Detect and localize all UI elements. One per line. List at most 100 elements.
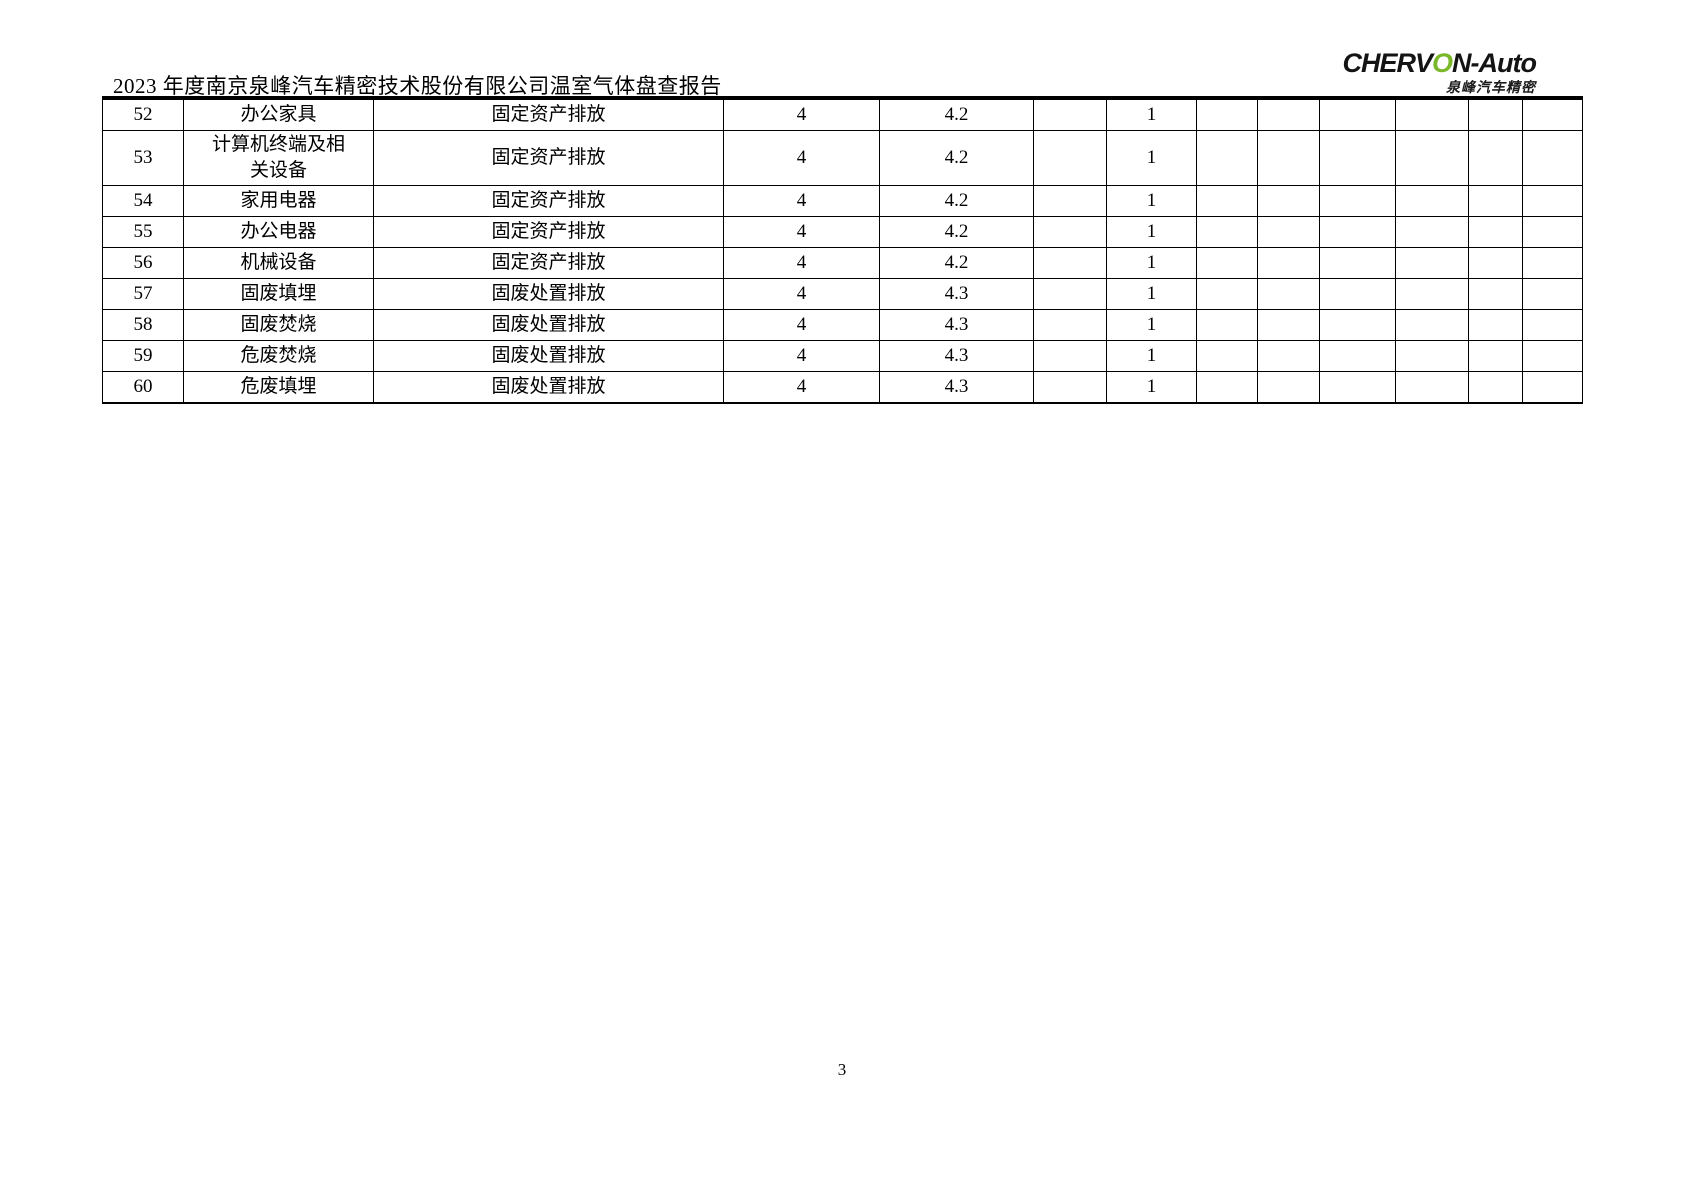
cell-value-c: 1	[1106, 340, 1197, 372]
cell-empty	[1196, 216, 1258, 248]
cell-empty	[1196, 340, 1258, 372]
table-row: 52 办公家具 固定资产排放 4 4.2 1	[102, 97, 1583, 131]
cell-empty	[1522, 278, 1583, 310]
cell-empty	[1257, 247, 1320, 279]
cell-category: 固废处置排放	[373, 371, 724, 404]
cell-empty	[1522, 247, 1583, 279]
cell-empty	[1257, 216, 1320, 248]
cell-empty	[1468, 278, 1523, 310]
cell-value-c: 1	[1106, 130, 1197, 186]
table-row: 59 危废焚烧 固废处置排放 4 4.3 1	[102, 340, 1583, 372]
cell-value-b: 4.2	[879, 247, 1034, 279]
table-row: 55 办公电器 固定资产排放 4 4.2 1	[102, 216, 1583, 248]
cell-empty	[1196, 278, 1258, 310]
cell-row-number: 57	[102, 278, 184, 310]
cell-empty	[1319, 247, 1396, 279]
cell-empty	[1468, 371, 1523, 404]
cell-value-a: 4	[723, 340, 880, 372]
table-row: 57 固废填埋 固废处置排放 4 4.3 1	[102, 278, 1583, 310]
cell-empty	[1196, 371, 1258, 404]
cell-empty	[1468, 309, 1523, 341]
cell-empty	[1522, 216, 1583, 248]
logo-text-prefix: CHERV	[1342, 48, 1434, 78]
cell-empty	[1319, 278, 1396, 310]
cell-empty	[1395, 309, 1469, 341]
cell-value-a: 4	[723, 371, 880, 404]
cell-value-a: 4	[723, 185, 880, 217]
cell-empty	[1395, 278, 1469, 310]
cell-empty	[1196, 130, 1258, 186]
cell-empty	[1395, 130, 1469, 186]
cell-value-b: 4.2	[879, 130, 1034, 186]
cell-row-number: 54	[102, 185, 184, 217]
cell-item-name: 机械设备	[183, 247, 374, 279]
cell-empty	[1522, 130, 1583, 186]
cell-value-c: 1	[1106, 247, 1197, 279]
cell-row-number: 59	[102, 340, 184, 372]
cell-empty	[1319, 130, 1396, 186]
cell-row-number: 52	[102, 97, 184, 131]
table-row: 60 危废填埋 固废处置排放 4 4.3 1	[102, 371, 1583, 404]
cell-empty	[1033, 97, 1107, 131]
cell-empty	[1395, 247, 1469, 279]
cell-value-a: 4	[723, 130, 880, 186]
cell-empty	[1257, 309, 1320, 341]
cell-value-b: 4.2	[879, 185, 1034, 217]
cell-category: 固废处置排放	[373, 309, 724, 341]
cell-value-b: 4.3	[879, 340, 1034, 372]
cell-row-number: 56	[102, 247, 184, 279]
cell-empty	[1468, 340, 1523, 372]
cell-row-number: 58	[102, 309, 184, 341]
cell-empty	[1196, 97, 1258, 131]
cell-empty	[1257, 278, 1320, 310]
inventory-table-body: 52 办公家具 固定资产排放 4 4.2 1 53 计算机终端及相关设备 固定资…	[102, 97, 1583, 404]
cell-value-b: 4.3	[879, 278, 1034, 310]
cell-value-a: 4	[723, 278, 880, 310]
cell-category: 固定资产排放	[373, 216, 724, 248]
cell-value-a: 4	[723, 309, 880, 341]
cell-empty	[1033, 309, 1107, 341]
cell-empty	[1395, 340, 1469, 372]
cell-row-number: 53	[102, 130, 184, 186]
cell-value-c: 1	[1106, 185, 1197, 217]
logo-subtitle: 泉峰汽车精密	[1446, 79, 1536, 95]
cell-item-name: 家用电器	[183, 185, 374, 217]
logo-text-suffix: N-Auto	[1452, 48, 1537, 78]
cell-empty	[1522, 97, 1583, 131]
table-row: 53 计算机终端及相关设备 固定资产排放 4 4.2 1	[102, 130, 1583, 186]
cell-empty	[1196, 309, 1258, 341]
table-row: 54 家用电器 固定资产排放 4 4.2 1	[102, 185, 1583, 217]
cell-item-name: 固废焚烧	[183, 309, 374, 341]
cell-empty	[1257, 340, 1320, 372]
cell-empty	[1319, 371, 1396, 404]
cell-value-a: 4	[723, 216, 880, 248]
cell-item-name: 计算机终端及相关设备	[183, 130, 374, 186]
table-row: 58 固废焚烧 固废处置排放 4 4.3 1	[102, 309, 1583, 341]
cell-empty	[1257, 371, 1320, 404]
cell-item-name: 危废填埋	[183, 371, 374, 404]
cell-empty	[1033, 340, 1107, 372]
cell-row-number: 55	[102, 216, 184, 248]
cell-item-name: 固废填埋	[183, 278, 374, 310]
cell-row-number: 60	[102, 371, 184, 404]
cell-value-a: 4	[723, 97, 880, 131]
document-title: 2023 年度南京泉峰汽车精密技术股份有限公司温室气体盘查报告	[113, 74, 722, 98]
cell-empty	[1468, 130, 1523, 186]
cell-empty	[1319, 185, 1396, 217]
cell-empty	[1395, 185, 1469, 217]
cell-empty	[1395, 371, 1469, 404]
cell-item-name: 办公电器	[183, 216, 374, 248]
cell-value-a: 4	[723, 247, 880, 279]
cell-category: 固定资产排放	[373, 185, 724, 217]
table-row: 56 机械设备 固定资产排放 4 4.2 1	[102, 247, 1583, 279]
cell-empty	[1196, 185, 1258, 217]
cell-category: 固定资产排放	[373, 247, 724, 279]
cell-empty	[1319, 309, 1396, 341]
cell-category: 固定资产排放	[373, 97, 724, 131]
cell-empty	[1196, 247, 1258, 279]
cell-empty	[1468, 247, 1523, 279]
cell-empty	[1522, 371, 1583, 404]
logo-wordmark: CHERVON-Auto	[1343, 50, 1537, 77]
cell-empty	[1468, 185, 1523, 217]
